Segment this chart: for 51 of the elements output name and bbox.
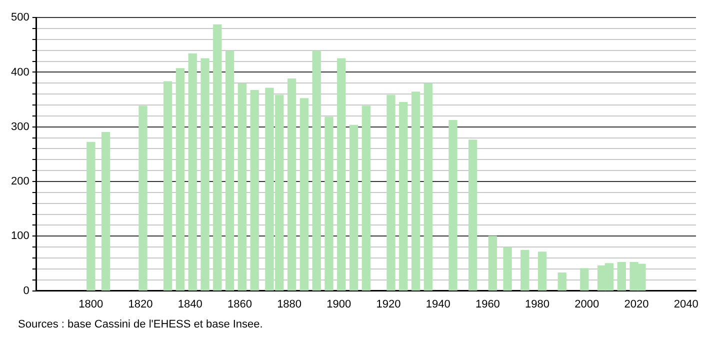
- bar: [337, 58, 346, 291]
- bar: [200, 58, 210, 291]
- y-tick-label: 500: [10, 12, 30, 24]
- x-tick-label: 1920: [376, 298, 401, 310]
- x-tick-label: 2020: [624, 298, 649, 310]
- bar: [411, 92, 420, 291]
- bar: [468, 140, 478, 291]
- bar: [503, 247, 512, 291]
- bar: [86, 142, 96, 291]
- bar: [300, 98, 309, 291]
- bar: [386, 94, 396, 291]
- y-tick-label: 100: [10, 230, 30, 242]
- bar: [287, 78, 296, 291]
- x-tick-label: 1960: [475, 298, 500, 310]
- bar: [225, 50, 234, 291]
- bar: [424, 83, 433, 291]
- x-tick-label: 1860: [227, 298, 252, 310]
- source-note: Sources : base Cassini de l'EHESS et base Insee.: [18, 318, 263, 331]
- bar: [324, 116, 334, 291]
- bar: [238, 83, 247, 291]
- bar: [213, 24, 222, 291]
- bar: [176, 68, 185, 291]
- y-tick-label: 400: [10, 66, 30, 78]
- bar: [101, 132, 110, 291]
- x-tick-label: 1840: [178, 298, 202, 310]
- bar: [399, 102, 408, 291]
- x-tick-label: 1940: [426, 298, 450, 310]
- bar: [580, 268, 589, 291]
- bar: [617, 262, 626, 291]
- y-tick-label: 0: [23, 284, 30, 297]
- bar: [163, 81, 172, 291]
- bar: [538, 252, 547, 291]
- x-tick-label: 1820: [128, 298, 153, 310]
- x-tick-label: 1980: [525, 298, 550, 310]
- bar: [448, 120, 458, 291]
- bar: [520, 250, 530, 291]
- x-tick-label: 1880: [277, 298, 302, 310]
- x-tick-label: 1800: [78, 298, 104, 310]
- x-tick-label: 2040: [674, 298, 698, 310]
- x-tick-label: 1900: [326, 298, 352, 310]
- x-tick-label: 2000: [574, 298, 600, 310]
- bar: [362, 106, 371, 291]
- bar: [138, 106, 148, 291]
- bar: [312, 50, 321, 291]
- bar: [188, 53, 197, 291]
- bar: [349, 124, 358, 291]
- bar: [488, 236, 497, 291]
- y-tick-label: 200: [10, 176, 30, 188]
- bar: [558, 272, 566, 291]
- y-tick-label: 300: [10, 120, 30, 133]
- bar: [250, 90, 259, 291]
